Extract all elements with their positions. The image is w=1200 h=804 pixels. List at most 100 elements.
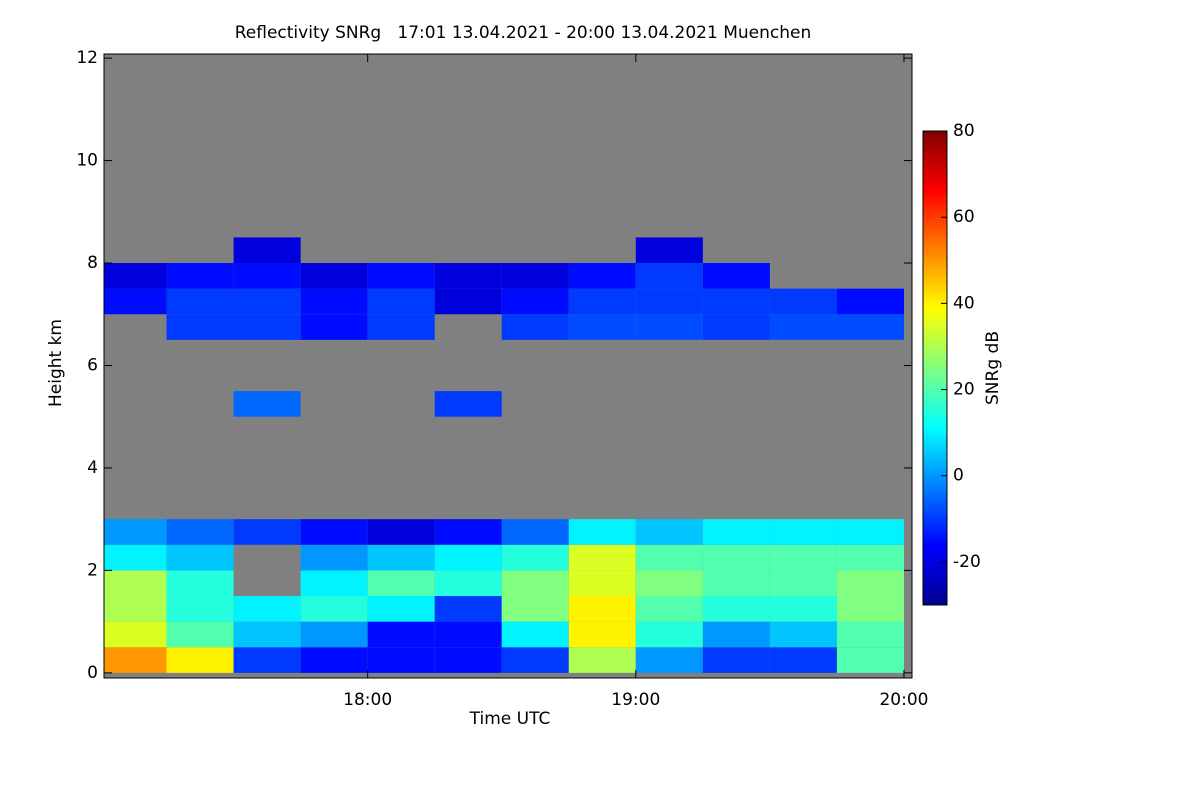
heatmap-cell [434,263,502,289]
heatmap-cell [233,263,301,289]
colorbar-tick-label: 0 [953,466,964,486]
heatmap-cell [568,596,636,622]
heatmap-cell [501,570,569,597]
heatmap-cell [166,288,234,315]
heatmap-cell [702,647,770,673]
y-tick-label: 8 [87,253,98,273]
heatmap-cell [702,263,770,289]
heatmap-cell [769,288,837,315]
heatmap-cell [104,570,167,597]
colorbar-tick-label: 40 [953,293,975,313]
heatmap-cell [769,544,837,571]
heatmap-cell [104,288,167,315]
heatmap-cell [434,288,502,315]
heatmap-cell [769,647,837,673]
heatmap-cell [367,288,435,315]
heatmap-cell [233,519,301,545]
heatmap-cell [568,647,636,673]
heatmap-cell [568,621,636,648]
y-tick-label: 2 [87,560,98,580]
heatmap-cell [300,314,368,340]
heatmap-cell [300,570,368,597]
heatmap-cell [702,288,770,315]
heatmap-cell [104,596,167,622]
heatmap-cell [836,519,904,545]
x-tick-label: 19:00 [611,690,660,710]
colorbar-tick-label: 80 [953,121,975,141]
heatmap-cell [635,544,703,571]
heatmap-cell [836,544,904,571]
heatmap-cell [233,647,301,673]
heatmap-cell [233,237,301,264]
y-tick-label: 4 [87,458,98,478]
heatmap-cell [300,647,368,673]
heatmap-cell [367,570,435,597]
heatmap-cell [635,237,703,264]
chart-title: Reflectivity SNRg 17:01 13.04.2021 - 20:… [235,23,811,43]
heatmap-cell [166,621,234,648]
heatmap-cell [769,570,837,597]
heatmap-cell [501,544,569,571]
heatmap-cell [367,621,435,648]
colorbar-tick-label: 20 [953,380,975,400]
heatmap-cell [367,647,435,673]
heatmap-cell [501,263,569,289]
heatmap-cell [501,621,569,648]
heatmap-cell [635,570,703,597]
heatmap-cell [166,519,234,545]
heatmap-cell [635,647,703,673]
heatmap-cell [166,647,234,673]
heatmap-cell [166,263,234,289]
colorbar-label: SNRg dB [983,331,1003,405]
heatmap-cell [836,288,904,315]
heatmap-cell [434,647,502,673]
heatmap-cell [836,314,904,340]
colorbar-tick-label: -20 [953,552,981,572]
heatmap-cell [434,544,502,571]
heatmap-cell [702,596,770,622]
heatmap-cell [702,544,770,571]
heatmap-cell [568,288,636,315]
heatmap-cell [367,263,435,289]
heatmap-cell [501,314,569,340]
heatmap-cell [434,570,502,597]
heatmap-cell [367,596,435,622]
colorbar-tick-label: 60 [953,207,975,227]
x-tick-label: 20:00 [879,690,928,710]
heatmap-cell [702,621,770,648]
heatmap-cell [434,391,502,417]
heatmap-cell [501,288,569,315]
heatmap-cell [501,596,569,622]
y-axis-label: Height km [46,319,66,407]
heatmap-cell [434,621,502,648]
heatmap-cell [702,314,770,340]
heatmap-cell [568,314,636,340]
heatmap-cell [367,314,435,340]
x-axis-label: Time UTC [469,709,551,729]
x-tick-label: 18:00 [343,690,392,710]
heatmap-cell [501,647,569,673]
heatmap-cell [233,621,301,648]
heatmap-cell [568,519,636,545]
heatmap-cell [233,596,301,622]
heatmap-cell [434,596,502,622]
heatmap-cell [434,519,502,545]
heatmap-cell [635,288,703,315]
heatmap-cell [300,263,368,289]
heatmap-cell [300,519,368,545]
heatmap-cell [300,544,368,571]
heatmap-cell [104,544,167,571]
heatmap-cell [836,647,904,673]
y-tick-label: 10 [76,151,98,171]
heatmap-cell [702,570,770,597]
heatmap-cell [300,621,368,648]
heatmap-cell [367,544,435,571]
heatmap-cell [104,647,167,673]
heatmap-cell [836,570,904,597]
heatmap-cell [104,519,167,545]
heatmap-cell [836,596,904,622]
heatmap-cell [635,263,703,289]
heatmap-cell [635,596,703,622]
colorbar [922,130,948,606]
